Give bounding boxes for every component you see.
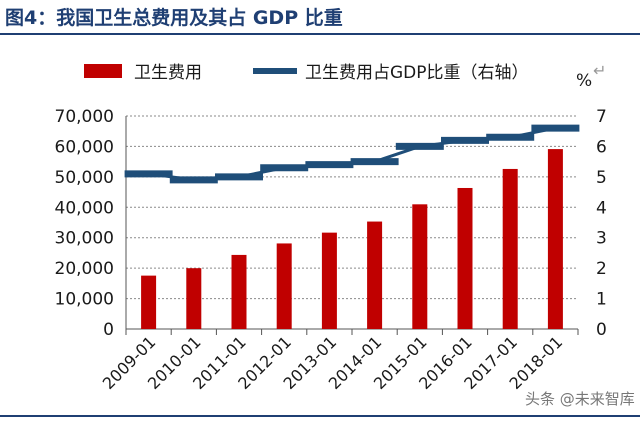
figure-title: 图4：我国卫生总费用及其占 GDP 比重: [5, 7, 343, 29]
bar: [457, 187, 473, 329]
left-y-ticks: 0 10,000 20,000 30,000 40,000 50,000 60,000 70,…: [55, 107, 114, 340]
legend-line-label: 卫生费用占GDP比重（右轴）: [305, 63, 529, 83]
right-y-tick-label: 5: [596, 168, 607, 188]
left-y-tick-label: 30,000: [55, 229, 114, 249]
bar: [231, 254, 247, 329]
left-y-tick-label: 20,000: [55, 259, 114, 279]
right-axis-unit: %: [576, 71, 592, 91]
left-y-tick-label: 10,000: [55, 290, 114, 310]
title-rule: [0, 33, 640, 35]
bar: [502, 168, 518, 329]
bottom-rule: [0, 415, 640, 417]
legend-bar-label: 卫生费用: [134, 63, 202, 83]
bar: [321, 232, 337, 329]
left-y-tick-label: 60,000: [55, 137, 114, 157]
x-ticks: 2009-012010-012011-012012-012013-012014-…: [99, 332, 567, 393]
left-y-tick-label: 0: [103, 320, 114, 340]
bar: [412, 204, 428, 329]
legend-bar-swatch: [84, 64, 122, 78]
watermark: 头条 @未来智库: [525, 390, 635, 408]
right-y-tick-label: 7: [596, 107, 607, 127]
gridlines: [126, 115, 578, 300]
bar: [186, 268, 202, 329]
bar: [547, 149, 563, 329]
right-y-tick-label: 0: [596, 320, 607, 340]
left-y-tick-label: 40,000: [55, 198, 114, 218]
right-y-ticks: 0 1 2 3 4 5 6 7: [596, 107, 607, 340]
left-y-tick-label: 70,000: [55, 107, 114, 127]
right-y-tick-label: 1: [596, 290, 607, 310]
return-arrow-icon: ↵: [593, 61, 606, 80]
bar: [141, 275, 157, 329]
line-series: [124, 124, 580, 184]
legend: 卫生费用 卫生费用占GDP比重（右轴） % ↵: [84, 61, 606, 91]
bar: [276, 243, 292, 329]
axes: [125, 116, 579, 335]
bar-series: [141, 149, 563, 329]
right-y-tick-label: 6: [596, 137, 607, 157]
right-y-tick-label: 3: [596, 229, 607, 249]
left-y-tick-label: 50,000: [55, 168, 114, 188]
right-y-tick-label: 4: [596, 198, 607, 218]
bar: [367, 221, 383, 329]
legend-line-swatch: [253, 68, 297, 74]
right-y-tick-label: 2: [596, 259, 607, 279]
